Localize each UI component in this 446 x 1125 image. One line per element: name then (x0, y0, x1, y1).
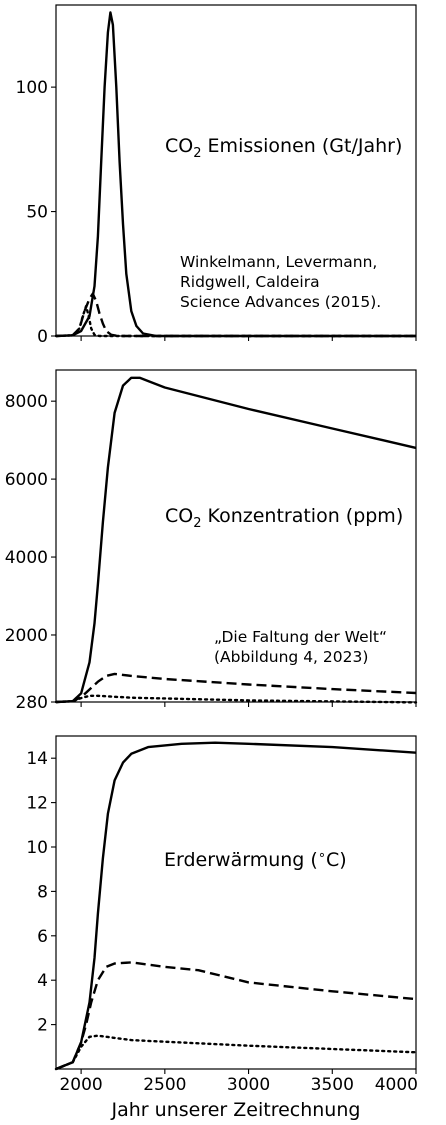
warming-y-tick-label: 14 (26, 749, 48, 769)
concentration-title-main: CO (165, 505, 193, 527)
concentration-y-tick-label: 4000 (5, 548, 48, 568)
concentration-series-solid-line (55, 376, 417, 704)
concentration-citation: „Die Faltung der Welt“ (Abbildung 4, 202… (214, 628, 392, 666)
concentration-y-tick-label: 6000 (5, 470, 48, 490)
warming-y-tick-label: 6 (37, 927, 48, 947)
x-axis-ticks: 2000 2500 3000 3500 4000 (59, 336, 418, 1095)
concentration-plot-frame (55, 369, 417, 703)
x-tick-label: 4000 (375, 1075, 418, 1095)
warming-y-tick-label: 10 (26, 838, 48, 858)
x-tick-label: 3500 (311, 1075, 354, 1095)
emissions-panel: 0 50 100 CO2 Emissionen (Gt/Jahr) Winkelma… (16, 4, 418, 347)
concentration-y-ticks: 280 2000 4000 6000 8000 (5, 392, 56, 713)
emissions-title-rest: Emissionen (Gt/Jahr) (202, 135, 403, 157)
warming-y-tick-label: 8 (37, 882, 48, 902)
warming-y-tick-label: 12 (26, 794, 48, 814)
emissions-title-sub: 2 (193, 146, 201, 161)
warming-series-dotted-line (54, 1034, 418, 1071)
concentration-title-rest: Konzentration (ppm) (202, 505, 404, 527)
warming-title-rest: C) (326, 849, 347, 871)
warming-title-main: Erderwärmung ( (164, 849, 318, 871)
concentration-title-sub: 2 (193, 516, 201, 531)
warming-y-tick-label: 2 (37, 1016, 48, 1036)
concentration-series-dotted-line (54, 694, 418, 704)
emissions-title-main: CO (165, 135, 193, 157)
concentration-citation-line-1: „Die Faltung der Welt“ (214, 628, 387, 646)
emissions-y-tick-label: 100 (16, 78, 48, 98)
emissions-series (54, 11, 418, 338)
x-axis-label: Jahr unserer Zeitrechnung (111, 1099, 361, 1121)
warming-series-dashed-line (55, 961, 417, 1071)
emissions-citation-line-3: Science Advances (2015). (180, 293, 381, 311)
x-tick-label: 2000 (59, 1075, 102, 1095)
x-tick-label: 3000 (227, 1075, 270, 1095)
emissions-y-tick-label: 0 (37, 327, 48, 347)
x-tick-label: 2500 (143, 1075, 186, 1095)
emissions-citation-line-1: Winkelmann, Levermann, (180, 253, 377, 271)
emissions-citation: Winkelmann, Levermann, Ridgwell, Caldeir… (180, 253, 382, 311)
emissions-y-tick-label: 50 (26, 203, 48, 223)
emissions-y-ticks: 0 50 100 (16, 78, 56, 347)
warming-y-tick-label: 4 (37, 971, 48, 991)
warming-panel: 2 4 6 8 10 12 14 Erderwärmung (∘C) (26, 735, 418, 1071)
concentration-citation-line-2: (Abbildung 4, 2023) (214, 648, 368, 666)
emissions-series-dotted-line (54, 304, 418, 338)
concentration-y-tick-label: 2000 (5, 626, 48, 646)
concentration-series (54, 376, 418, 704)
warming-panel-title: Erderwärmung (∘C) (164, 848, 347, 871)
concentration-panel: 280 2000 4000 6000 8000 CO2 Konzentration (p… (5, 369, 418, 713)
emissions-series-solid-line (55, 11, 416, 338)
emissions-panel-title: CO2 Emissionen (Gt/Jahr) (165, 135, 402, 161)
concentration-series-dashed-line (55, 672, 417, 704)
concentration-y-tick-label: 280 (16, 693, 48, 713)
concentration-y-tick-label: 8000 (5, 392, 48, 412)
warming-y-ticks: 2 4 6 8 10 12 14 (26, 749, 56, 1036)
warming-title-deg: ∘ (318, 848, 326, 863)
warming-plot-frame (55, 735, 417, 1070)
warming-series-solid-line (55, 741, 417, 1071)
concentration-panel-title: CO2 Konzentration (ppm) (165, 505, 403, 531)
emissions-citation-line-2: Ridgwell, Caldeira (180, 273, 320, 291)
warming-series (54, 741, 418, 1071)
